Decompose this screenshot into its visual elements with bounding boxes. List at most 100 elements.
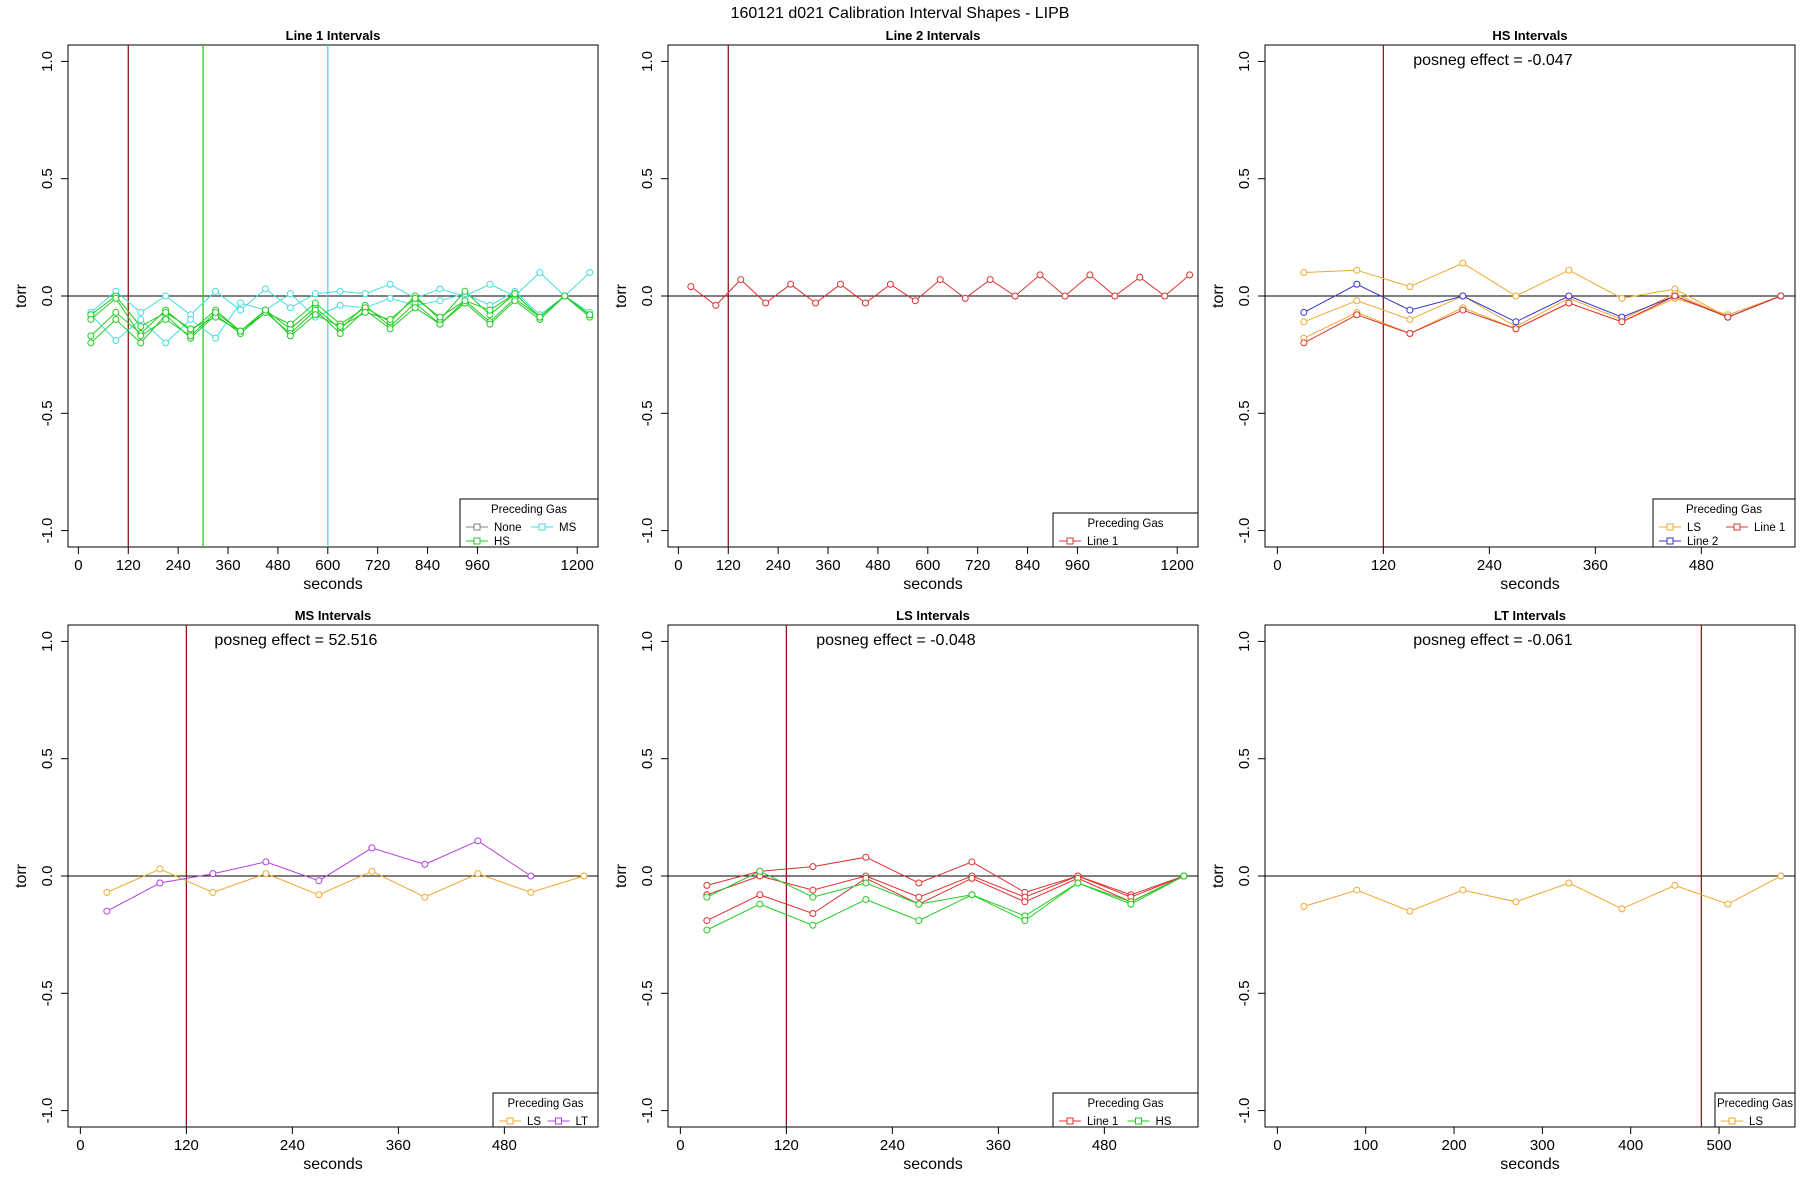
data-point: [1406, 330, 1414, 338]
data-point: [315, 877, 323, 885]
posneg-annotation: posneg effect = -0.047: [1413, 52, 1572, 69]
y-tick-label: 0.0: [639, 286, 656, 307]
series-line: [106, 868, 585, 898]
y-tick-label: 0.5: [1236, 168, 1253, 189]
data-point: [586, 311, 594, 319]
data-point: [1136, 273, 1144, 281]
chart-panel-6: LT Intervals 0 100 200 300 400 500 -1.0 -0.5 0.0 0…: [1210, 608, 1796, 1173]
data-point: [1061, 292, 1069, 300]
data-point: [756, 900, 764, 908]
data-point: [187, 315, 195, 323]
x-tick-label: 0: [76, 1137, 84, 1154]
data-point: [862, 879, 870, 887]
data-point: [237, 327, 245, 335]
x-axis-label: seconds: [303, 576, 363, 593]
series-line: [706, 875, 1185, 922]
data-point: [812, 299, 820, 307]
x-axis-label: seconds: [903, 1156, 963, 1173]
data-point: [703, 926, 711, 934]
data-point: [336, 330, 344, 338]
data-point: [162, 339, 170, 347]
data-point: [1724, 313, 1732, 321]
chart-panel-2: Line 2 Intervals 0 120 240 360 480 600 720 840 96…: [613, 28, 1199, 593]
data-point: [386, 325, 394, 333]
x-axis-label: seconds: [903, 576, 963, 593]
data-point: [1671, 881, 1679, 889]
x-tick-label: 960: [1065, 557, 1090, 574]
legend-marker: [1666, 523, 1674, 531]
data-point: [436, 297, 444, 305]
legend-title: Preceding Gas: [1087, 1098, 1163, 1110]
legend: Preceding Gas None MS HS: [459, 498, 599, 548]
y-tick-label: 1.0: [39, 631, 56, 652]
legend: Preceding Gas LS Line 1 Line 2: [1652, 498, 1796, 548]
y-axis-label: torr: [13, 863, 30, 888]
data-point: [1074, 879, 1082, 887]
legend-label: LT: [576, 1116, 589, 1128]
data-point: [137, 332, 145, 340]
series-line: [706, 875, 1185, 898]
x-axis-label: seconds: [303, 1156, 363, 1173]
y-tick-label: -1.0: [1236, 518, 1253, 544]
data-point: [1618, 294, 1626, 302]
series-line: [1303, 293, 1782, 328]
y-tick-label: 0.0: [1236, 286, 1253, 307]
data-point: [421, 860, 429, 868]
x-tick-label: 240: [766, 557, 791, 574]
data-point: [137, 315, 145, 323]
posneg-annotation: posneg effect = -0.048: [816, 632, 975, 649]
data-point: [1512, 318, 1520, 326]
data-point: [837, 280, 845, 288]
data-point: [809, 863, 817, 871]
data-point: [87, 315, 95, 323]
y-axis-label: torr: [1210, 283, 1227, 308]
data-point: [187, 325, 195, 333]
x-tick-label: 360: [1583, 557, 1608, 574]
legend-label: Line 1: [1087, 536, 1118, 548]
data-point: [712, 301, 720, 309]
data-point: [1777, 292, 1785, 300]
y-tick-label: 0.0: [1236, 866, 1253, 887]
data-point: [687, 283, 695, 291]
data-point: [386, 294, 394, 302]
data-point: [286, 320, 294, 328]
x-tick-label: 600: [915, 557, 940, 574]
data-point: [87, 332, 95, 340]
data-point: [336, 301, 344, 309]
legend-marker: [1066, 537, 1074, 545]
x-axis-label: seconds: [1500, 1156, 1560, 1173]
data-point: [915, 900, 923, 908]
legend-marker: [1733, 523, 1741, 531]
data-point: [936, 276, 944, 284]
data-point: [1406, 907, 1414, 915]
data-point: [915, 879, 923, 887]
y-tick-label: -0.5: [639, 980, 656, 1006]
legend-title: Preceding Gas: [1087, 518, 1163, 530]
data-point: [1353, 280, 1361, 288]
x-tick-label: 0: [1273, 1137, 1281, 1154]
legend-box: [459, 498, 599, 548]
data-point: [1300, 902, 1308, 910]
data-point: [862, 895, 870, 903]
data-point: [162, 292, 170, 300]
data-point: [286, 304, 294, 312]
data-point: [311, 299, 319, 307]
data-point: [336, 287, 344, 295]
legend-marker: [1135, 1117, 1142, 1125]
chart-title: HS Intervals: [1492, 28, 1567, 43]
data-point: [474, 870, 482, 878]
data-point: [586, 269, 594, 277]
data-point: [209, 870, 217, 878]
data-point: [1406, 315, 1414, 323]
chart-title: MS Intervals: [295, 608, 372, 623]
data-point: [209, 888, 217, 896]
data-point: [1353, 266, 1361, 274]
y-tick-label: -0.5: [639, 400, 656, 426]
series-line: [706, 870, 1185, 917]
data-point: [212, 308, 220, 316]
data-point: [103, 907, 111, 915]
data-point: [968, 891, 976, 899]
data-point: [486, 306, 494, 314]
data-point: [1459, 306, 1467, 314]
